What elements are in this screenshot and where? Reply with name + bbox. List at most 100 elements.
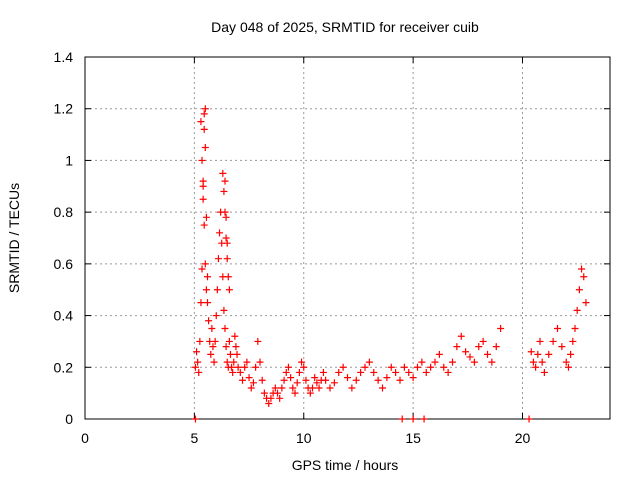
data-point: [538, 358, 546, 366]
data-point: [258, 376, 266, 384]
data-point: [582, 299, 590, 307]
data-point: [260, 389, 268, 397]
data-point: [228, 363, 236, 371]
data-point: [311, 374, 319, 382]
data-point: [199, 195, 207, 203]
data-point: [540, 368, 548, 376]
data-point: [229, 368, 237, 376]
x-tick-label: 10: [296, 430, 312, 446]
x-tick-label: 0: [81, 430, 89, 446]
data-point: [204, 299, 211, 307]
data-point: [226, 350, 234, 358]
data-point: [453, 343, 461, 351]
data-point: [298, 358, 306, 366]
data-point: [216, 229, 224, 237]
data-point: [196, 337, 204, 345]
data-point: [201, 144, 209, 151]
data-point: [571, 325, 579, 332]
grid-lines: [85, 57, 610, 419]
data-point: [330, 379, 338, 387]
data-point: [549, 337, 557, 345]
data-point: [529, 358, 537, 366]
data-point: [309, 384, 316, 392]
x-tick-label: 20: [515, 430, 531, 446]
data-point: [348, 384, 356, 392]
data-point: [396, 376, 404, 384]
y-tick-label: 0.8: [54, 204, 74, 220]
data-point: [245, 374, 253, 382]
data-point: [254, 337, 262, 345]
data-point: [370, 368, 378, 376]
data-point: [295, 368, 303, 376]
data-point: [200, 221, 208, 229]
data-point: [280, 376, 288, 384]
data-point: [352, 376, 360, 384]
data-point: [247, 384, 255, 392]
data-point: [191, 415, 199, 423]
data-point: [444, 368, 452, 376]
y-tick-labels: 0 0.2 0.4 0.6 0.8 1 1.2 1.4: [54, 49, 74, 427]
data-point: [289, 384, 297, 392]
data-point: [282, 368, 290, 376]
data-point: [197, 118, 205, 126]
y-tick-label: 1: [65, 152, 73, 168]
data-point: [313, 379, 321, 387]
data-point: [252, 363, 260, 371]
data-point: [422, 368, 430, 376]
axis-ticks: [84, 56, 610, 420]
data-point: [475, 343, 483, 351]
data-point: [293, 379, 301, 387]
data-point: [564, 363, 572, 371]
data-point: [220, 187, 228, 195]
data-point: [208, 325, 216, 332]
data-point: [202, 213, 210, 221]
data-point: [223, 255, 231, 263]
data-point: [284, 363, 292, 371]
data-point: [193, 348, 201, 356]
data-point: [383, 374, 391, 382]
data-point: [198, 156, 206, 164]
data-point: [231, 332, 239, 340]
data-point: [194, 358, 202, 366]
data-point: [232, 343, 240, 351]
y-tick-label: 0.4: [54, 308, 74, 324]
data-point: [466, 353, 474, 361]
y-tick-label: 0.2: [54, 359, 74, 375]
data-point: [256, 358, 264, 366]
data-point: [315, 384, 323, 392]
data-point: [575, 286, 583, 294]
data-point: [344, 374, 351, 382]
data-point: [409, 415, 417, 423]
data-point: [558, 343, 566, 351]
data-point: [405, 368, 413, 376]
data-point: [470, 358, 478, 366]
data-point: [300, 363, 308, 371]
data-point: [265, 399, 273, 407]
data-point: [365, 358, 373, 366]
data-point: [221, 325, 229, 332]
data-point: [525, 415, 533, 423]
data-point: [191, 363, 199, 371]
data-point: [554, 325, 561, 332]
data-point: [457, 332, 465, 340]
data-point: [374, 376, 382, 384]
y-tick-label: 0.6: [54, 256, 74, 272]
data-point: [209, 343, 217, 351]
data-point: [241, 363, 249, 371]
data-point: [223, 239, 231, 247]
data-point: [276, 394, 284, 402]
data-point: [400, 363, 408, 371]
y-tick-label: 1.2: [54, 101, 74, 117]
data-point: [200, 110, 208, 118]
data-point: [484, 350, 491, 358]
data-point: [420, 415, 428, 423]
data-point: [201, 105, 209, 113]
data-point: [322, 376, 330, 384]
data-point: [532, 363, 540, 371]
data-point: [223, 358, 231, 366]
data-point: [213, 286, 221, 294]
data-point: [449, 358, 456, 366]
data-point: [243, 358, 251, 366]
x-axis-label: GPS time / hours: [292, 457, 399, 473]
data-point: [274, 389, 281, 397]
